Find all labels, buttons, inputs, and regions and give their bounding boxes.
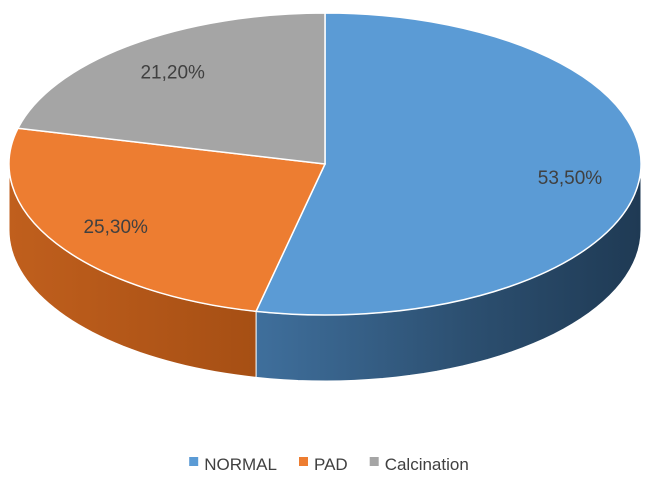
legend-item-calcination: Calcination <box>369 455 469 474</box>
legend-swatch-normal <box>189 457 199 466</box>
legend-swatch-pad <box>299 457 308 466</box>
slice-calcination <box>16 12 326 165</box>
legend-label-calcination: Calcination <box>385 455 469 474</box>
legend-label-normal: NORMAL <box>204 455 277 474</box>
data-label-pad: 25,30% <box>83 217 148 238</box>
legend-swatch-calcination <box>369 457 379 466</box>
legend: NORMAL PAD Calcination <box>189 455 469 474</box>
pie-tops <box>8 12 642 316</box>
slice-pad <box>8 127 327 313</box>
slice-normal <box>254 12 642 316</box>
slice-labels: 53,50% 25,30% 21,20% <box>83 62 602 238</box>
data-label-normal: 53,50% <box>538 168 603 189</box>
data-label-calcination: 21,20% <box>140 62 205 83</box>
legend-label-pad: PAD <box>314 455 348 474</box>
legend-item-normal: NORMAL <box>189 455 277 474</box>
legend-item-pad: PAD <box>299 455 348 474</box>
